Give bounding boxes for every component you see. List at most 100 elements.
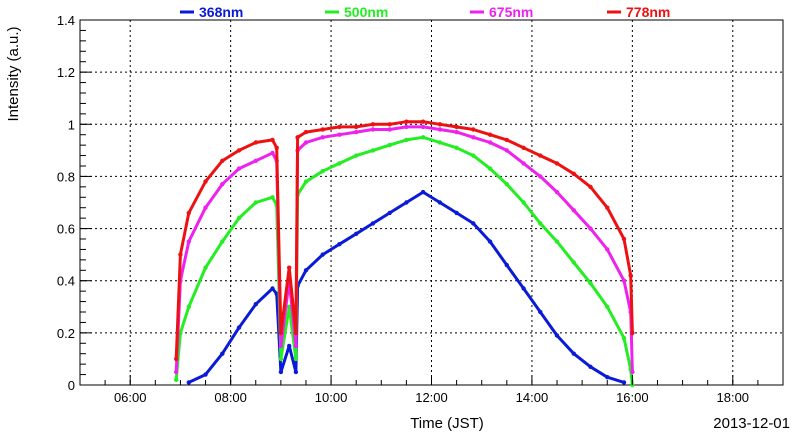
data-point (287, 343, 292, 349)
data-point (293, 330, 299, 336)
data-point (186, 304, 191, 309)
data-point (370, 122, 376, 127)
data-point (303, 129, 309, 135)
y-tick-labels: 0 0.2 0.4 0.6 0.8 1 1.2 1.4 (57, 13, 75, 393)
data-point (605, 375, 610, 380)
data-point (404, 119, 409, 124)
y-tick-label: 0.4 (57, 274, 75, 289)
data-point (605, 205, 610, 210)
y-tick-label: 0.6 (57, 222, 75, 237)
data-point (521, 161, 526, 166)
data-point (554, 161, 560, 166)
x-tick-labels: 06:00 08:00 10:00 12:00 14:00 16:00 18:00 (114, 390, 749, 405)
data-point (253, 200, 258, 205)
data-point (387, 142, 392, 148)
data-point (278, 330, 284, 336)
data-point (404, 200, 409, 205)
data-point (293, 356, 299, 362)
data-point (253, 140, 258, 145)
data-point (337, 242, 342, 247)
series-368nm (186, 189, 627, 385)
series-line (188, 190, 625, 384)
data-point (186, 380, 191, 385)
data-point (521, 200, 526, 205)
data-point (278, 343, 284, 349)
y-tick-label: 1.2 (57, 65, 75, 80)
data-point (303, 268, 309, 273)
x-tick-label: 14:00 (516, 390, 549, 405)
data-point (220, 239, 225, 244)
data-point (487, 166, 493, 171)
data-point (521, 145, 526, 150)
data-point (420, 119, 426, 124)
data-point (295, 135, 300, 140)
series-layer (174, 119, 635, 388)
data-point (487, 239, 493, 244)
data-point (337, 124, 342, 130)
data-point (387, 127, 392, 132)
data-point (270, 195, 275, 200)
data-point (274, 145, 279, 150)
data-point (630, 330, 635, 336)
data-point (236, 325, 242, 330)
data-point (621, 278, 627, 283)
series-675nm (174, 124, 635, 375)
data-point (270, 137, 275, 143)
data-point (605, 247, 610, 252)
data-point (354, 124, 359, 130)
data-point (370, 148, 376, 153)
data-point (320, 252, 325, 257)
data-point (487, 140, 493, 145)
data-point (174, 356, 179, 362)
data-point (287, 265, 292, 270)
data-point (588, 281, 593, 286)
data-point (571, 171, 576, 176)
data-point (538, 221, 543, 226)
data-point (538, 174, 543, 179)
data-point (253, 302, 258, 307)
data-point (588, 184, 593, 190)
data-point (571, 351, 576, 356)
data-point (521, 286, 526, 291)
y-tick-label: 0.8 (57, 169, 75, 184)
x-tick-label: 10:00 (315, 390, 348, 405)
data-point (538, 153, 543, 158)
data-point (236, 215, 242, 221)
data-point (278, 356, 284, 362)
data-point (220, 158, 225, 163)
data-point (471, 221, 476, 226)
data-point (404, 137, 409, 143)
data-point (538, 309, 543, 315)
y-axis-title: Intensity (a.u.) (5, 26, 22, 121)
data-point (293, 369, 299, 375)
data-point (504, 148, 509, 153)
axis-ticks (79, 19, 784, 386)
data-point (504, 182, 509, 187)
x-tick-label: 06:00 (114, 390, 147, 405)
series-500nm (174, 135, 635, 388)
data-point (437, 127, 443, 132)
data-point (454, 210, 459, 216)
data-point (571, 208, 576, 213)
series-line (174, 135, 634, 386)
data-point (337, 161, 342, 166)
data-point (253, 158, 258, 163)
data-point (554, 239, 560, 244)
data-point (236, 148, 242, 153)
y-tick-label: 1.4 (57, 13, 75, 28)
data-point (203, 179, 208, 184)
data-point (293, 343, 299, 349)
x-tick-label: 18:00 (717, 390, 750, 405)
data-point (320, 169, 325, 174)
data-point (420, 124, 426, 130)
data-point (588, 364, 593, 369)
data-point (437, 140, 443, 145)
data-point (270, 286, 275, 291)
data-point (588, 226, 593, 231)
data-point (621, 236, 627, 242)
data-point (471, 153, 476, 158)
data-point (320, 127, 325, 132)
data-point (437, 200, 443, 205)
plot-area (79, 19, 784, 388)
